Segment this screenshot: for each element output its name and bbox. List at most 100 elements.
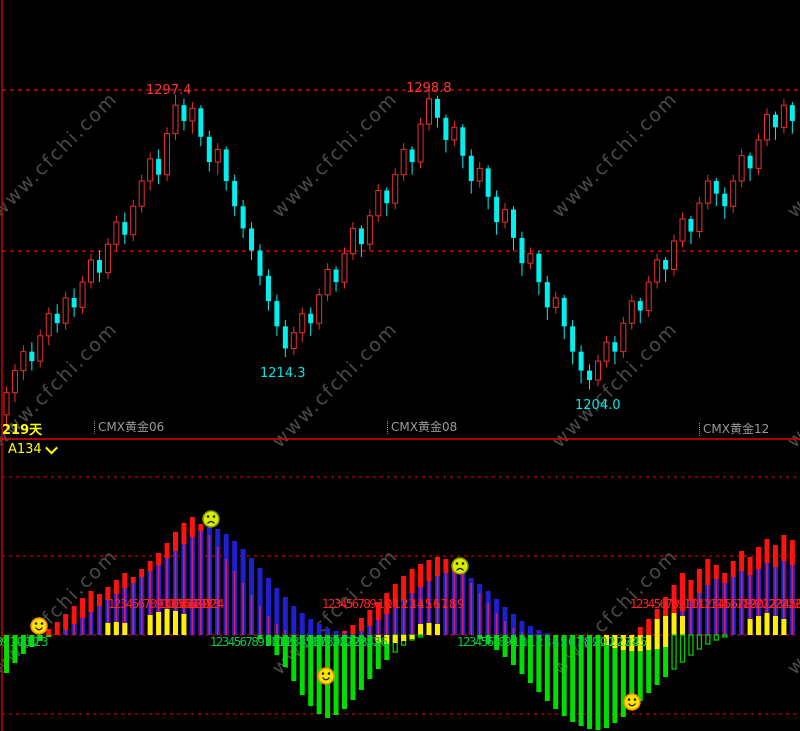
- svg-text:3: 3: [469, 635, 477, 649]
- indicator-selector[interactable]: A134: [8, 441, 58, 457]
- svg-text:8: 8: [149, 597, 157, 611]
- svg-text:20: 20: [195, 597, 210, 611]
- svg-text:21: 21: [600, 635, 615, 649]
- svg-text:14: 14: [173, 597, 188, 611]
- svg-text:12: 12: [393, 597, 408, 611]
- svg-text:8: 8: [0, 635, 3, 649]
- svg-text:20: 20: [749, 597, 764, 611]
- svg-text:6: 6: [240, 635, 248, 649]
- svg-text:17: 17: [184, 597, 199, 611]
- svg-text:10: 10: [377, 597, 392, 611]
- svg-text:24: 24: [624, 635, 639, 649]
- svg-text:13: 13: [703, 597, 718, 611]
- svg-text:4: 4: [126, 597, 134, 611]
- svg-text:17: 17: [729, 597, 744, 611]
- price-label-low-1: 1214.3: [260, 366, 306, 381]
- svg-text:15: 15: [716, 597, 731, 611]
- svg-text:9: 9: [504, 635, 512, 649]
- svg-text:23: 23: [616, 635, 631, 649]
- svg-text:8: 8: [671, 597, 679, 611]
- svg-text:21: 21: [198, 597, 213, 611]
- svg-text:22: 22: [202, 597, 217, 611]
- svg-text:12: 12: [25, 635, 40, 649]
- svg-text:19: 19: [449, 597, 464, 611]
- svg-text:10: 10: [159, 597, 174, 611]
- happy-face-icon: [623, 693, 641, 711]
- svg-text:11: 11: [271, 635, 286, 649]
- svg-text:25: 25: [632, 635, 647, 649]
- svg-text:17: 17: [433, 597, 448, 611]
- svg-text:8: 8: [363, 597, 371, 611]
- svg-text:11: 11: [690, 597, 705, 611]
- svg-text:8: 8: [251, 635, 259, 649]
- svg-text:21: 21: [339, 635, 354, 649]
- price-label-high-2: 1298.8: [406, 81, 452, 96]
- svg-text:20: 20: [592, 635, 607, 649]
- svg-text:16: 16: [180, 597, 195, 611]
- svg-text:23: 23: [768, 597, 783, 611]
- svg-text:9: 9: [257, 635, 265, 649]
- svg-text:14: 14: [710, 597, 725, 611]
- svg-text:4: 4: [228, 635, 236, 649]
- svg-text:15: 15: [177, 597, 192, 611]
- svg-text:5: 5: [654, 597, 662, 611]
- happy-face-icon: [317, 667, 335, 685]
- svg-text:21: 21: [755, 597, 770, 611]
- price-label-high-1: 1297.4: [146, 83, 192, 98]
- svg-text:1: 1: [630, 597, 638, 611]
- svg-text:22: 22: [762, 597, 777, 611]
- svg-text:6: 6: [660, 597, 668, 611]
- svg-text:13: 13: [170, 597, 185, 611]
- svg-text:10: 10: [684, 597, 699, 611]
- svg-text:19: 19: [584, 635, 599, 649]
- svg-text:15: 15: [417, 597, 432, 611]
- svg-text:6: 6: [138, 597, 146, 611]
- svg-text:11: 11: [520, 635, 535, 649]
- svg-text:11: 11: [17, 635, 32, 649]
- svg-text:5: 5: [481, 635, 489, 649]
- svg-text:16: 16: [425, 597, 440, 611]
- svg-text:2: 2: [636, 597, 644, 611]
- svg-text:14: 14: [409, 597, 424, 611]
- svg-text:14: 14: [544, 635, 559, 649]
- svg-text:4: 4: [648, 597, 656, 611]
- svg-text:26: 26: [373, 635, 388, 649]
- svg-text:1: 1: [457, 635, 465, 649]
- svg-text:13: 13: [284, 635, 299, 649]
- svg-text:14: 14: [291, 635, 306, 649]
- svg-text:3: 3: [334, 597, 342, 611]
- svg-text:27: 27: [794, 597, 800, 611]
- svg-text:16: 16: [305, 635, 320, 649]
- contract-label-08: CMX黄金08: [387, 421, 457, 434]
- svg-text:1: 1: [210, 635, 218, 649]
- svg-text:12: 12: [697, 597, 712, 611]
- svg-text:24: 24: [359, 635, 374, 649]
- svg-text:11: 11: [162, 597, 177, 611]
- svg-text:2: 2: [114, 597, 122, 611]
- svg-text:7: 7: [143, 597, 151, 611]
- svg-text:13: 13: [401, 597, 416, 611]
- svg-text:8: 8: [498, 635, 506, 649]
- svg-text:13: 13: [536, 635, 551, 649]
- svg-text:22: 22: [608, 635, 623, 649]
- svg-text:25: 25: [366, 635, 381, 649]
- svg-text:13: 13: [33, 635, 48, 649]
- svg-text:3: 3: [642, 597, 650, 611]
- svg-text:7: 7: [245, 635, 253, 649]
- svg-text:6: 6: [487, 635, 495, 649]
- svg-text:7: 7: [357, 597, 365, 611]
- svg-text:2: 2: [216, 635, 224, 649]
- svg-text:20: 20: [332, 635, 347, 649]
- svg-text:10: 10: [9, 635, 24, 649]
- svg-text:18: 18: [576, 635, 591, 649]
- svg-text:16: 16: [560, 635, 575, 649]
- period-count-label: 219天: [2, 423, 43, 438]
- svg-text:16: 16: [723, 597, 738, 611]
- sad-face-icon: [451, 557, 469, 575]
- svg-text:3: 3: [120, 597, 128, 611]
- svg-text:15: 15: [298, 635, 313, 649]
- svg-text:7: 7: [492, 635, 500, 649]
- sad-face-icon: [202, 510, 220, 528]
